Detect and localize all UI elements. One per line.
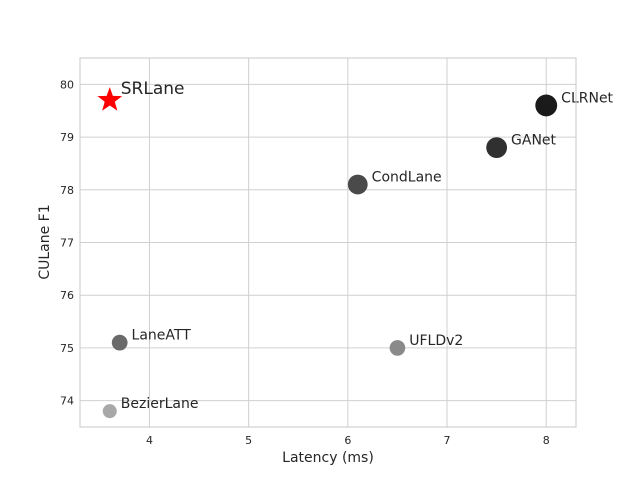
point-ganet [486, 137, 508, 159]
data-points: SRLane CLRNet GANet CondLane LaneATT UFLDv2 Be… [97, 79, 614, 419]
y-axis-label: CULane F1 [37, 204, 53, 279]
point-label-bezierlane: BezierLane [121, 396, 199, 412]
x-tick-label: 5 [245, 434, 252, 447]
y-tick-label: 76 [60, 289, 74, 302]
point-label-condlane: CondLane [372, 170, 442, 186]
point-srlane-star [97, 87, 123, 111]
y-tick-label: 79 [60, 131, 74, 144]
point-bezierlane [102, 404, 117, 419]
x-tick-label: 7 [444, 434, 451, 447]
y-tick-label: 74 [60, 395, 74, 408]
x-tick-label: 6 [344, 434, 351, 447]
point-clrnet [535, 94, 558, 117]
point-ufldv2 [389, 340, 406, 356]
point-label-srlane: SRLane [121, 79, 185, 99]
point-condlane [347, 174, 368, 195]
x-axis-label: Latency (ms) [282, 450, 374, 466]
x-tick-label: 8 [543, 434, 550, 447]
y-tick-label: 80 [60, 78, 74, 91]
y-tick-label: 75 [60, 342, 74, 355]
point-label-ufldv2: UFLDv2 [409, 333, 463, 349]
point-label-ganet: GANet [511, 133, 557, 149]
plot-frame [79, 57, 577, 428]
x-tick-label: 4 [146, 434, 153, 447]
y-tick-label: 77 [60, 237, 74, 250]
point-label-clrnet: CLRNet [561, 90, 613, 106]
point-label-laneatt: LaneATT [132, 328, 192, 344]
point-laneatt [111, 334, 128, 351]
y-tick-label: 78 [60, 184, 74, 197]
grid-layer [80, 58, 576, 427]
